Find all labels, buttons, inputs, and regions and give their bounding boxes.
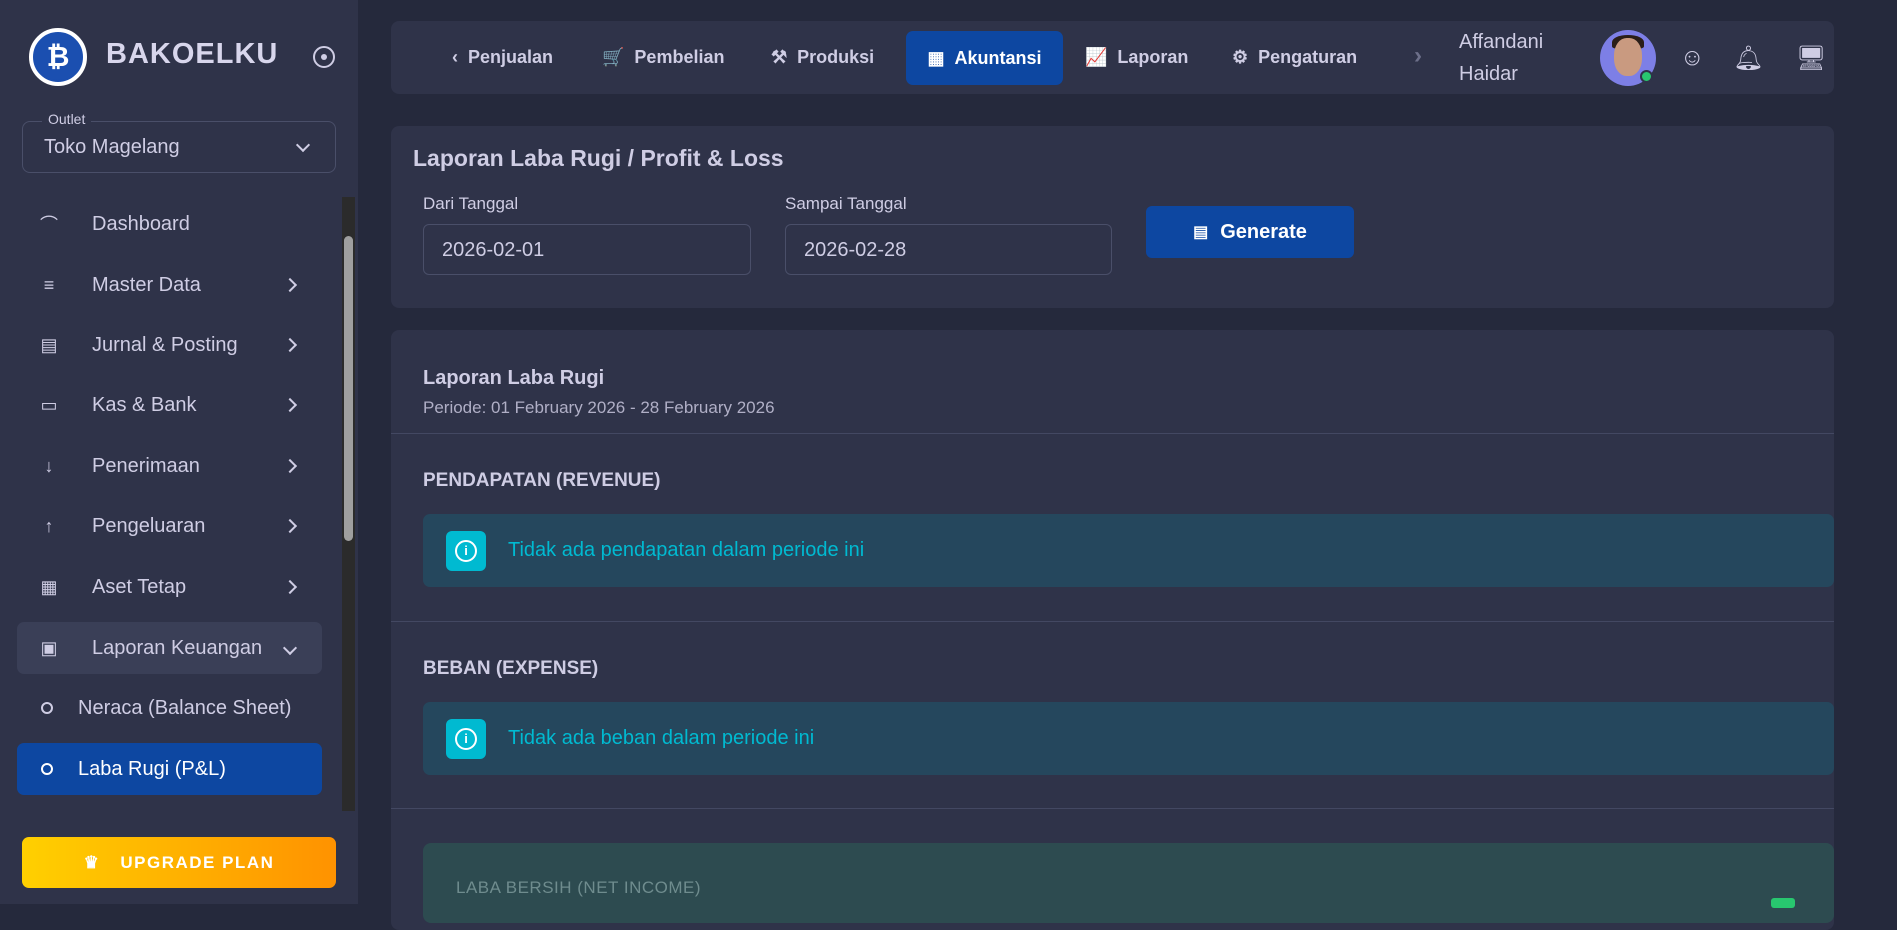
sidebar-item-jurnal[interactable]: ▤ Jurnal & Posting bbox=[17, 319, 322, 371]
net-income-title: LABA BERSIH (NET INCOME) bbox=[456, 878, 702, 897]
sidebar-item-aset-tetap[interactable]: ▦ Aset Tetap bbox=[17, 561, 322, 613]
divider bbox=[391, 808, 1834, 809]
sidebar-item-label: Penerimaan bbox=[92, 454, 200, 477]
sidebar-item-label: Jurnal & Posting bbox=[92, 333, 238, 356]
chevron-right-icon bbox=[282, 518, 298, 534]
outlet-value: Toko Magelang bbox=[44, 136, 180, 158]
crown-icon: ♛ bbox=[83, 852, 101, 872]
from-date-input[interactable]: 2026-02-01 bbox=[423, 224, 751, 275]
building-icon: ▦ bbox=[40, 576, 58, 597]
to-date-label: Sampai Tanggal bbox=[785, 194, 907, 213]
nav-scroll-right-icon[interactable]: › bbox=[1414, 42, 1422, 69]
revenue-empty-alert: i Tidak ada pendapatan dalam periode ini bbox=[423, 514, 1834, 587]
sidebar-item-penerimaan[interactable]: ↓ Penerimaan bbox=[17, 440, 322, 492]
nav-akuntansi[interactable]: ▦ Akuntansi bbox=[906, 31, 1063, 85]
info-icon: i bbox=[446, 530, 486, 571]
revenue-title: PENDAPATAN (REVENUE) bbox=[423, 470, 661, 491]
chart-line-icon: ⌒ bbox=[40, 215, 58, 235]
upgrade-plan-button[interactable]: ♛ UPGRADE PLAN bbox=[22, 837, 336, 888]
monitor-icon[interactable]: 🖥︎ bbox=[1796, 45, 1827, 72]
sidebar-pin-icon[interactable] bbox=[313, 46, 335, 68]
sidebar-item-dashboard[interactable]: ⌒ Dashboard bbox=[17, 198, 322, 250]
top-navbar bbox=[391, 21, 1834, 94]
user-name[interactable]: Affandani Haidar bbox=[1459, 31, 1544, 85]
page-title: Laporan Laba Rugi / Profit & Loss bbox=[413, 145, 784, 171]
sidebar-item-label: Laporan Keuangan bbox=[92, 636, 263, 659]
chevron-down-icon bbox=[282, 640, 298, 656]
nav-pembelian[interactable]: 🛒 Pembelian bbox=[602, 47, 725, 67]
circle-icon bbox=[41, 763, 53, 775]
wallet-icon: ▭ bbox=[40, 394, 58, 415]
sidebar-item-label: Aset Tetap bbox=[92, 575, 187, 598]
chevron-right-icon bbox=[282, 397, 298, 413]
database-icon: ≡ bbox=[43, 274, 55, 295]
arrow-down-icon: ↓ bbox=[44, 455, 54, 476]
arrow-up-icon: ↑ bbox=[44, 515, 54, 536]
factory-icon: ⚒ bbox=[771, 47, 788, 67]
brand-logo: ₿ bbox=[29, 28, 87, 86]
nav-produksi[interactable]: ⚒ Produksi bbox=[771, 47, 875, 67]
sidebar-item-laba-rugi[interactable]: Laba Rugi (P&L) bbox=[17, 743, 322, 795]
brand-name: BAKOELKU bbox=[106, 38, 279, 70]
sidebar-item-label: Neraca (Balance Sheet) bbox=[78, 696, 292, 719]
nav-laporan[interactable]: 📈 Laporan bbox=[1085, 47, 1189, 67]
sidebar-item-label: Pengeluaran bbox=[92, 514, 206, 537]
divider bbox=[391, 433, 1834, 434]
outlet-label: Outlet bbox=[42, 111, 92, 127]
cart-icon: 🛒 bbox=[602, 47, 625, 67]
chevron-right-icon bbox=[282, 579, 298, 595]
file-text-icon: ▤ bbox=[40, 334, 58, 355]
sidebar-item-kas-bank[interactable]: ▭ Kas & Bank bbox=[17, 379, 322, 431]
divider bbox=[391, 621, 1834, 622]
sidebar-item-label: Dashboard bbox=[92, 212, 190, 235]
sidebar-item-master-data[interactable]: ≡ Master Data bbox=[17, 259, 322, 311]
expense-empty-alert: i Tidak ada beban dalam periode ini bbox=[423, 702, 1834, 775]
chevron-left-icon: ‹ bbox=[452, 47, 458, 67]
gear-icon: ⚙ bbox=[1232, 47, 1249, 67]
chevron-right-icon bbox=[282, 277, 298, 293]
info-icon: i bbox=[446, 718, 486, 759]
report-period: Periode: 01 February 2026 - 28 February … bbox=[423, 398, 775, 417]
chart-icon: 📈 bbox=[1085, 47, 1108, 67]
outlet-select[interactable] bbox=[22, 121, 336, 173]
sidebar-item-label: Master Data bbox=[92, 273, 201, 296]
sidebar-item-neraca[interactable]: Neraca (Balance Sheet) bbox=[17, 682, 322, 734]
chevron-right-icon bbox=[282, 337, 298, 353]
nav-pengaturan[interactable]: ⚙ Pengaturan bbox=[1232, 47, 1358, 67]
from-date-label: Dari Tanggal bbox=[423, 194, 519, 213]
generate-button[interactable]: ▤ Generate bbox=[1146, 206, 1354, 258]
sidebar: ₿ BAKOELKU Outlet Toko Magelang ⌒ Dashboa… bbox=[0, 0, 358, 904]
bell-icon[interactable]: 🔔︎ bbox=[1733, 45, 1764, 72]
filter-card bbox=[391, 126, 1834, 308]
sidebar-scrollbar-thumb[interactable] bbox=[344, 236, 353, 541]
sidebar-item-label: Kas & Bank bbox=[92, 393, 197, 416]
sidebar-item-label: Laba Rugi (P&L) bbox=[78, 757, 226, 780]
chevron-right-icon bbox=[282, 458, 298, 474]
expense-title: BEBAN (EXPENSE) bbox=[423, 658, 599, 679]
sidebar-item-laporan-keuangan[interactable]: ▣ Laporan Keuangan bbox=[17, 622, 322, 674]
net-income-badge bbox=[1771, 898, 1795, 908]
online-status-dot bbox=[1640, 70, 1653, 83]
report-title: Laporan Laba Rugi bbox=[423, 367, 605, 389]
to-date-input[interactable]: 2026-02-28 bbox=[785, 224, 1112, 275]
nav-penjualan[interactable]: ‹ Penjualan bbox=[452, 47, 554, 67]
clipboard-icon: ▣ bbox=[40, 637, 58, 658]
file-icon: ▤ bbox=[1193, 224, 1209, 241]
chat-icon[interactable]: ☺ bbox=[1680, 44, 1705, 71]
sidebar-item-pengeluaran[interactable]: ↑ Pengeluaran bbox=[17, 500, 322, 552]
circle-icon bbox=[41, 702, 53, 714]
report-card bbox=[391, 330, 1834, 930]
calculator-icon: ▦ bbox=[927, 47, 945, 68]
